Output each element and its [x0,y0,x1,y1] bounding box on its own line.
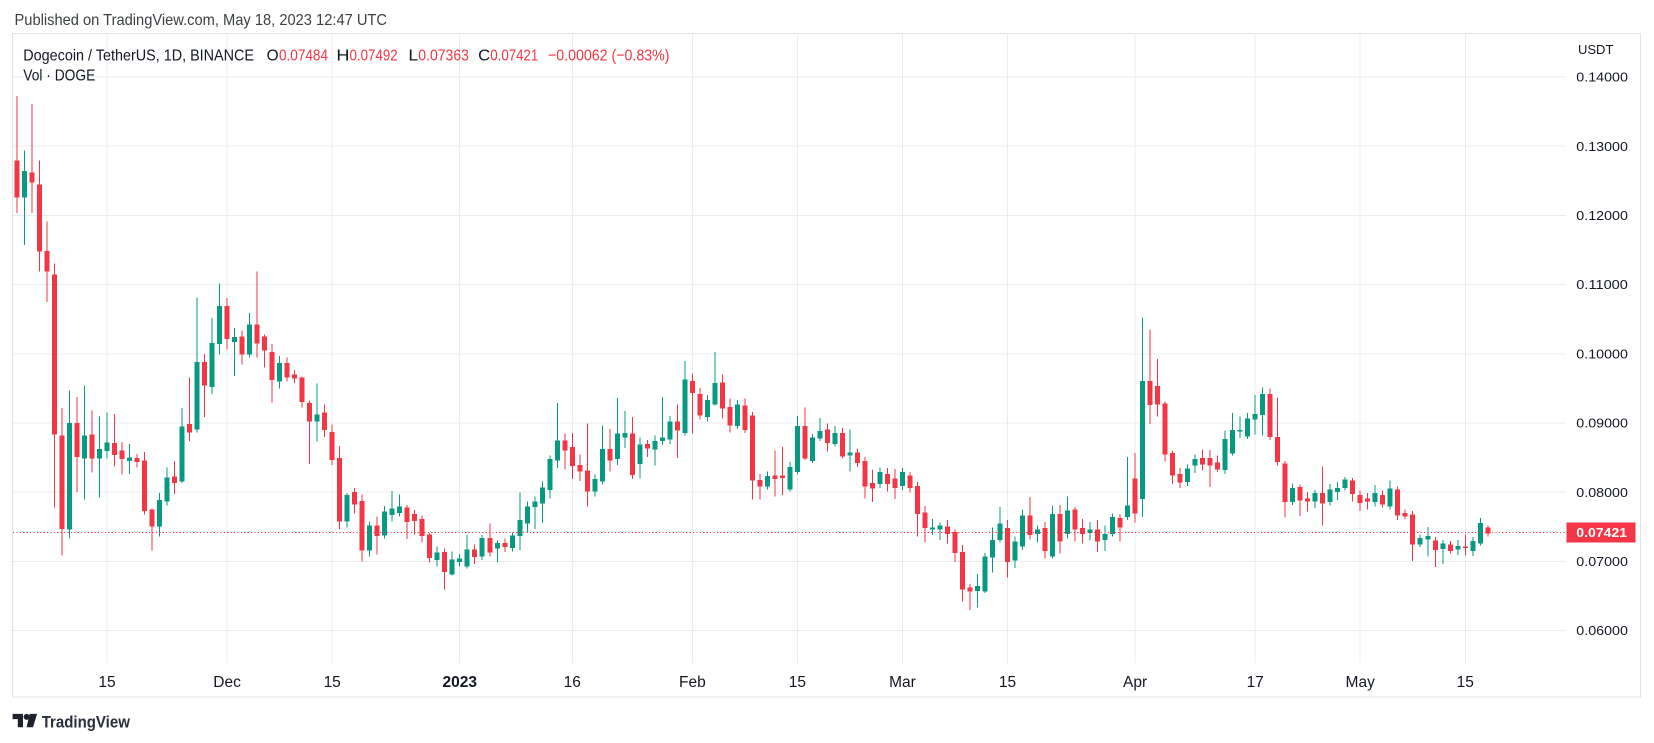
svg-text:USDT: USDT [1578,42,1613,57]
svg-text:15: 15 [324,674,341,691]
svg-text:0.14000: 0.14000 [1576,70,1628,85]
svg-text:0.07484: 0.07484 [279,47,328,64]
svg-text:0.07000: 0.07000 [1576,554,1628,569]
svg-text:0.13000: 0.13000 [1576,139,1628,154]
svg-text:Dogecoin / TetherUS, 1D, BINAN: Dogecoin / TetherUS, 1D, BINANCE [23,47,254,64]
svg-text:Feb: Feb [679,674,706,691]
svg-text:0.07421: 0.07421 [490,47,538,64]
svg-text:H: H [336,47,349,64]
svg-text:15: 15 [1457,674,1474,691]
svg-text:0.06000: 0.06000 [1576,623,1628,638]
svg-text:0.11000: 0.11000 [1576,277,1628,292]
svg-text:0.09000: 0.09000 [1576,416,1628,431]
svg-text:0.07363: 0.07363 [418,47,469,64]
svg-text:0.08000: 0.08000 [1576,485,1628,500]
svg-text:15: 15 [98,674,115,691]
svg-text:Published on TradingView.com,: Published on TradingView.com, May 18, 20… [15,12,388,29]
svg-text:17: 17 [1247,674,1264,691]
svg-text:May: May [1346,674,1376,691]
svg-text:0.10000: 0.10000 [1576,346,1628,361]
svg-text:15: 15 [789,674,806,691]
svg-text:16: 16 [564,674,581,691]
svg-text:2023: 2023 [442,674,477,691]
svg-text:−0.00062 (−0.83%): −0.00062 (−0.83%) [548,47,670,64]
svg-text:O: O [267,47,279,64]
svg-text:L: L [408,47,418,64]
svg-text:0.07421: 0.07421 [1576,525,1627,540]
svg-text:Dec: Dec [213,674,241,691]
svg-text:Apr: Apr [1123,674,1147,691]
svg-text:Vol · DOGE: Vol · DOGE [23,67,95,84]
svg-text:0.12000: 0.12000 [1576,208,1628,223]
svg-text:TradingView: TradingView [42,713,130,731]
svg-text:0.07492: 0.07492 [350,47,398,64]
svg-text:Mar: Mar [889,674,916,691]
svg-text:C: C [478,47,490,64]
svg-text:15: 15 [999,674,1016,691]
